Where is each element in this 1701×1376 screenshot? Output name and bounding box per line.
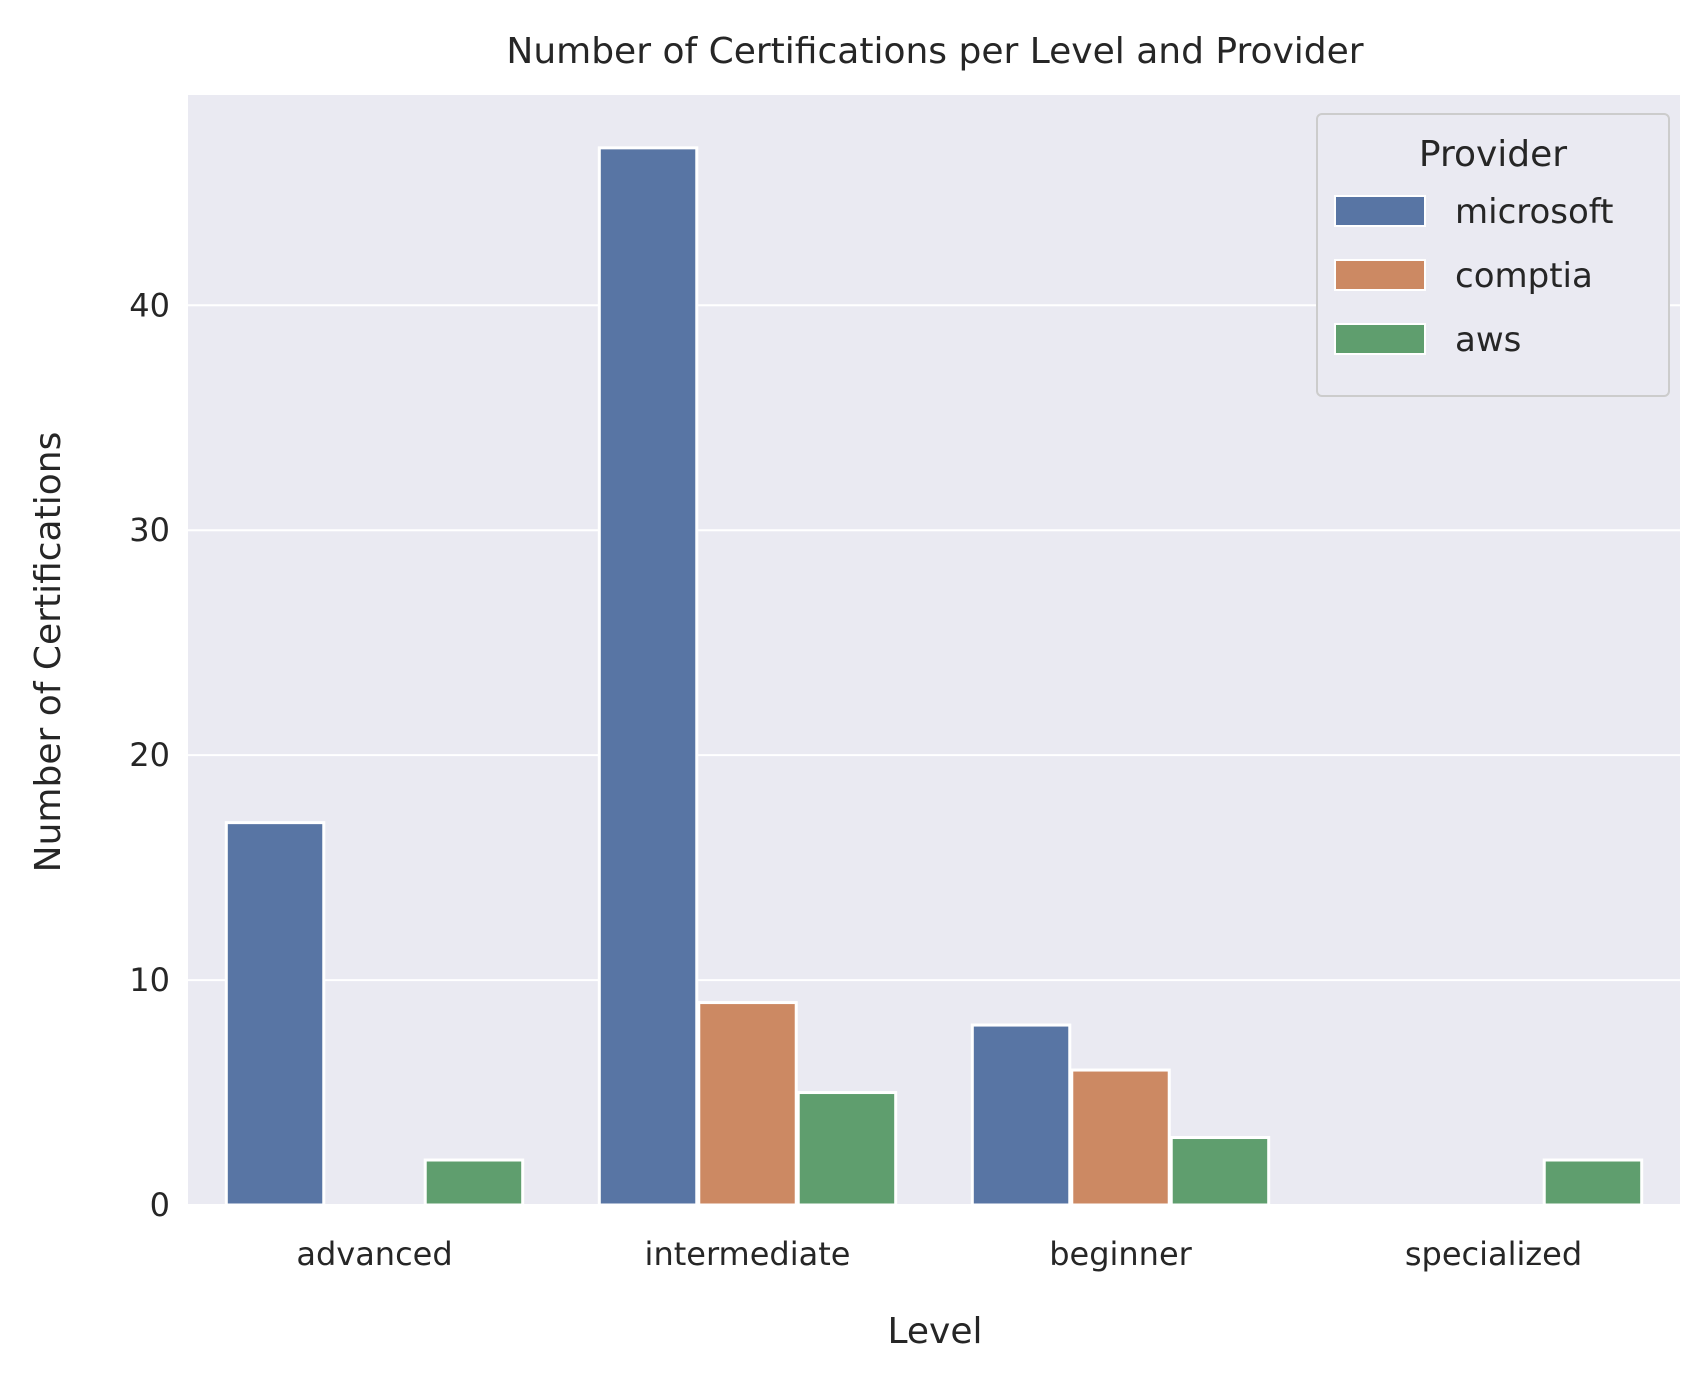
y-tick-label: 0	[150, 1186, 170, 1224]
legend-label-microsoft: microsoft	[1455, 192, 1614, 232]
y-tick-label: 20	[129, 736, 170, 774]
bar-microsoft-intermediate	[597, 146, 699, 1207]
bar-aws-advanced	[423, 1158, 525, 1207]
x-tick-label: advanced	[296, 1235, 452, 1273]
bars-group	[224, 146, 1644, 1207]
y-tick-label: 30	[129, 511, 170, 549]
y-tick-label: 10	[129, 961, 170, 999]
legend-label-aws: aws	[1455, 320, 1521, 360]
bar-microsoft-beginner	[970, 1023, 1072, 1207]
chart-title: Number of Certifications per Level and P…	[506, 31, 1363, 72]
legend-swatch-microsoft	[1334, 195, 1426, 227]
bar-comptia-intermediate	[697, 1001, 798, 1207]
y-tick-label: 40	[129, 286, 170, 324]
x-axis-label: Level	[887, 1311, 982, 1352]
legend-label-comptia: comptia	[1455, 256, 1593, 296]
legend-swatch-aws	[1334, 323, 1426, 355]
y-axis-label: Number of Certifications	[28, 432, 69, 873]
x-axis-ticks: advanced intermediate beginner specialized	[296, 1235, 1582, 1273]
legend-swatch-comptia	[1334, 259, 1426, 291]
bar-comptia-beginner	[1070, 1068, 1171, 1207]
bar-microsoft-advanced	[224, 821, 326, 1207]
x-tick-label: intermediate	[645, 1235, 851, 1273]
legend-title: Provider	[1419, 134, 1567, 175]
y-axis-ticks: 0 10 20 30 40	[129, 286, 170, 1224]
x-tick-label: beginner	[1049, 1235, 1192, 1273]
x-tick-label: specialized	[1405, 1235, 1582, 1273]
legend: Provider microsoft comptia aws	[1316, 113, 1670, 397]
bar-aws-intermediate	[796, 1091, 898, 1207]
bar-aws-beginner	[1169, 1136, 1271, 1207]
bar-aws-specialized	[1542, 1158, 1644, 1207]
